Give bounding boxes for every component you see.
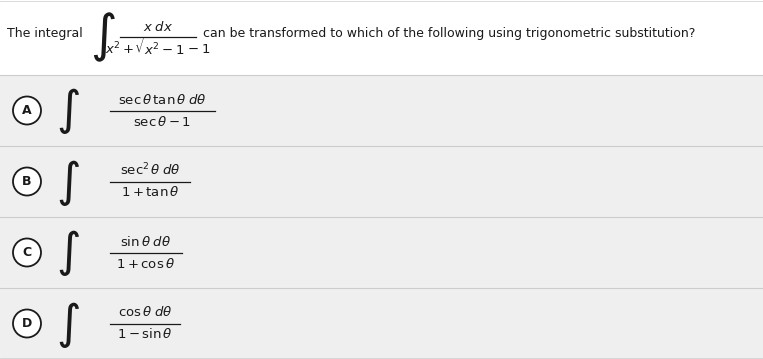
Text: can be transformed to which of the following using trigonometric substitution?: can be transformed to which of the follo… [203, 28, 695, 41]
FancyBboxPatch shape [0, 288, 763, 359]
Text: $1 + \tan\theta$: $1 + \tan\theta$ [121, 186, 179, 200]
Text: $\sec^2\theta\;d\theta$: $\sec^2\theta\;d\theta$ [120, 162, 180, 179]
Circle shape [13, 168, 41, 196]
Text: $\int$: $\int$ [56, 87, 80, 136]
Text: A: A [22, 104, 32, 117]
FancyBboxPatch shape [0, 0, 763, 75]
Text: $x^2+\!\sqrt{x^2-1}-1$: $x^2+\!\sqrt{x^2-1}-1$ [105, 36, 211, 58]
Text: $\int$: $\int$ [56, 158, 80, 208]
Text: $\int$: $\int$ [56, 299, 80, 350]
Text: $\int$: $\int$ [90, 10, 116, 64]
Text: $\cos\theta\;d\theta$: $\cos\theta\;d\theta$ [118, 306, 172, 320]
Text: $1 + \cos\theta$: $1 + \cos\theta$ [117, 256, 175, 270]
Text: $\sin\theta\;d\theta$: $\sin\theta\;d\theta$ [121, 234, 172, 248]
FancyBboxPatch shape [0, 217, 763, 288]
Circle shape [13, 309, 41, 337]
Text: $1 - \sin\theta$: $1 - \sin\theta$ [118, 327, 173, 341]
Text: D: D [22, 317, 32, 330]
Text: $x\;dx$: $x\;dx$ [143, 20, 173, 34]
Text: $\sec\theta - 1$: $\sec\theta - 1$ [134, 115, 192, 129]
Text: The integral: The integral [7, 28, 82, 41]
Text: $\sec\theta\,\tan\theta\;d\theta$: $\sec\theta\,\tan\theta\;d\theta$ [118, 93, 207, 107]
Circle shape [13, 97, 41, 125]
Circle shape [13, 238, 41, 266]
FancyBboxPatch shape [0, 146, 763, 217]
Text: $\int$: $\int$ [56, 228, 80, 279]
FancyBboxPatch shape [0, 75, 763, 146]
Text: C: C [22, 246, 31, 259]
Text: B: B [22, 175, 32, 188]
